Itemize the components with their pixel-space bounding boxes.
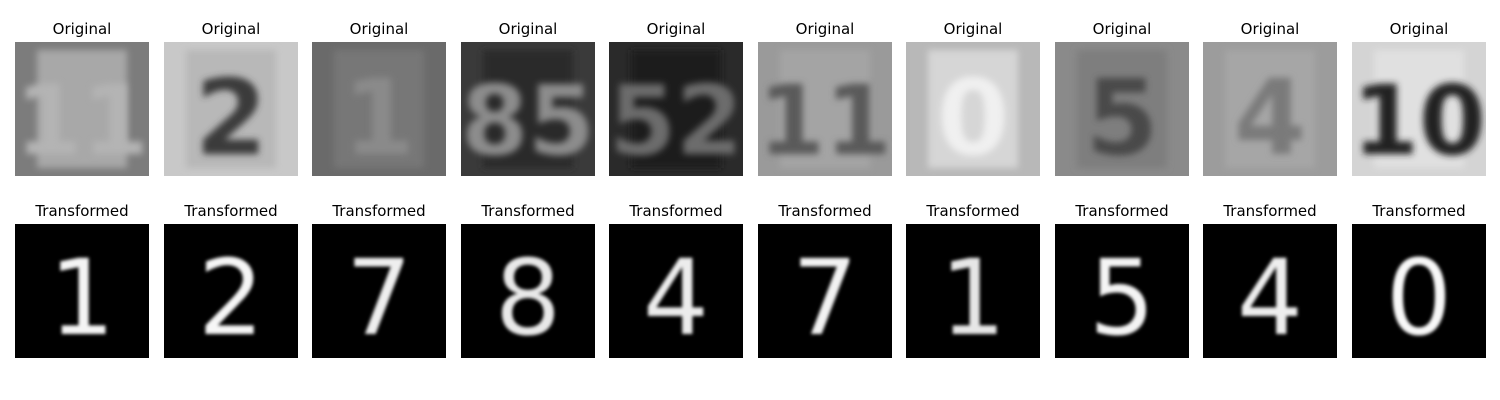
image-highlight [631,50,721,168]
digit-glyph: 1 [343,57,415,176]
panel-title: Original [1092,20,1152,38]
digit-glyph: 8 [495,237,561,358]
transformed-digit-image: 1 [15,224,149,358]
panel-title: Original [52,20,112,38]
panel-title: Transformed [332,202,426,220]
image-highlight [1077,50,1167,168]
panel-title: Original [795,20,855,38]
original-digit-image: 52 [609,42,743,176]
original-digit-image: 11 [758,42,892,176]
panel-title: Transformed [778,202,872,220]
panel-title: Original [943,20,1003,38]
digit-glyph: 52 [609,65,743,176]
image-background [461,224,595,358]
transformed-digit-image: 0 [1352,224,1486,358]
transformed-digit-image: 8 [461,224,595,358]
image-background [1055,224,1189,358]
image-highlight [780,50,870,168]
panel-title: Transformed [184,202,278,220]
panel-title: Original [498,20,558,38]
image-background [609,224,743,358]
transformed-digit-image: 4 [609,224,743,358]
image-background [906,224,1040,358]
image-highlight [1374,50,1464,168]
transformed-digit-image: 1 [906,224,1040,358]
digit-glyph: 2 [195,57,267,176]
panel-title: Transformed [1372,202,1466,220]
digit-glyph: 4 [643,237,709,358]
digit-glyph: 5 [1086,57,1158,176]
transformed-digit-image: 2 [164,224,298,358]
digit-glyph: 7 [792,237,858,358]
panel-title: Original [349,20,409,38]
transformed-digit-image: 7 [312,224,446,358]
digit-glyph: 0 [1386,237,1452,358]
digit-glyph: 10 [1352,65,1486,176]
original-digit-image: 10 [1352,42,1486,176]
digit-glyph: 4 [1237,237,1303,358]
digit-glyph: 5 [1089,237,1155,358]
digit-glyph: 7 [346,237,412,358]
digit-glyph: 1 [940,237,1006,358]
digit-glyph: 1 [49,237,115,358]
transformed-digit-image: 7 [758,224,892,358]
panel-title: Transformed [35,202,129,220]
image-highlight [1225,50,1315,168]
digit-glyph: 0 [937,57,1009,176]
original-digit-image: 85 [461,42,595,176]
image-background [758,224,892,358]
original-digit-image: 11 [15,42,149,176]
panel-title: Transformed [926,202,1020,220]
image-background [15,224,149,358]
image-background [1203,224,1337,358]
digit-glyph: 11 [758,65,892,176]
panel-title: Transformed [629,202,723,220]
original-digit-image: 5 [1055,42,1189,176]
original-digit-image: 0 [906,42,1040,176]
image-highlight [483,50,573,168]
transformed-digit-image: 4 [1203,224,1337,358]
image-highlight [186,50,276,168]
image-background [1352,224,1486,358]
panel-title: Original [646,20,706,38]
panel-title: Original [1389,20,1449,38]
digit-glyph: 2 [198,237,264,358]
image-highlight [928,50,1018,168]
panel-title: Original [201,20,261,38]
panel-title: Transformed [481,202,575,220]
image-highlight [37,50,127,168]
digit-glyph: 85 [461,65,595,176]
original-digit-image: 4 [1203,42,1337,176]
digit-glyph: 4 [1234,57,1306,176]
image-background [312,224,446,358]
panel-title: Transformed [1223,202,1317,220]
original-digit-image: 2 [164,42,298,176]
panel-title: Transformed [1075,202,1169,220]
image-background [164,224,298,358]
original-digit-image: 1 [312,42,446,176]
transformed-digit-image: 5 [1055,224,1189,358]
digit-glyph: 11 [15,65,149,176]
panel-title: Original [1240,20,1300,38]
image-highlight [334,50,424,168]
